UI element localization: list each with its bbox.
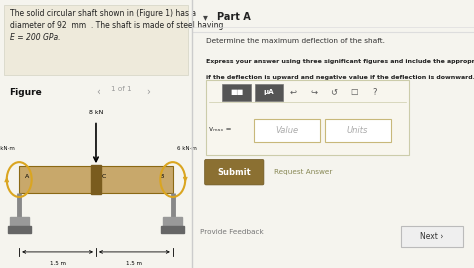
Bar	[9, 217, 29, 226]
FancyBboxPatch shape	[254, 119, 320, 142]
Text: 8 kN: 8 kN	[89, 110, 103, 115]
FancyBboxPatch shape	[325, 119, 391, 142]
Text: ‹: ‹	[96, 87, 100, 97]
Text: μA: μA	[264, 90, 274, 95]
FancyBboxPatch shape	[205, 159, 264, 185]
Text: Part A: Part A	[218, 12, 251, 22]
FancyBboxPatch shape	[222, 84, 251, 101]
Text: ›: ›	[146, 87, 150, 97]
Text: ☐: ☐	[351, 88, 358, 97]
Text: Determine the maximum deflection of the shaft.: Determine the maximum deflection of the …	[206, 38, 385, 43]
Bar	[161, 226, 184, 233]
FancyBboxPatch shape	[255, 84, 283, 101]
Text: 1.5 m: 1.5 m	[50, 261, 65, 266]
FancyBboxPatch shape	[19, 166, 173, 193]
Bar	[163, 217, 182, 226]
Text: C: C	[102, 174, 106, 179]
Text: A: A	[25, 174, 29, 179]
Text: Value: Value	[275, 126, 299, 135]
Text: 1.5 m: 1.5 m	[127, 261, 142, 266]
Text: ↺: ↺	[330, 88, 337, 97]
Text: if the deflection is upward and negative value if the deflection is downward.: if the deflection is upward and negative…	[206, 75, 474, 80]
Text: Express your answer using three significant figures and include the appropriate : Express your answer using three signific…	[206, 59, 474, 64]
Text: vₘₐₓ =: vₘₐₓ =	[209, 126, 231, 132]
Text: Figure: Figure	[9, 88, 42, 98]
Bar	[8, 226, 31, 233]
Text: The solid circular shaft shown in (Figure 1) has a: The solid circular shaft shown in (Figur…	[9, 9, 196, 18]
Text: Next ›: Next ›	[420, 232, 443, 241]
Text: 1 of 1: 1 of 1	[111, 86, 132, 92]
Text: Units: Units	[347, 126, 368, 135]
Text: Request Answer: Request Answer	[274, 169, 332, 175]
FancyBboxPatch shape	[401, 226, 463, 247]
Text: ▾: ▾	[203, 12, 208, 22]
Text: 6 kN·m: 6 kN·m	[177, 146, 197, 151]
Text: ↩: ↩	[290, 88, 297, 97]
Text: ?: ?	[373, 88, 377, 97]
FancyBboxPatch shape	[206, 80, 409, 155]
Text: Submit: Submit	[218, 168, 251, 177]
Text: E = 200 GPa.: E = 200 GPa.	[9, 34, 60, 43]
Text: ↪: ↪	[310, 88, 317, 97]
FancyBboxPatch shape	[4, 5, 188, 75]
Text: Provide Feedback: Provide Feedback	[201, 229, 264, 235]
Text: 6 kN·m: 6 kN·m	[0, 146, 15, 151]
Text: B: B	[159, 174, 164, 179]
Text: ■■: ■■	[230, 90, 243, 95]
Text: diameter of 92  mm  . The shaft is made of steel having: diameter of 92 mm . The shaft is made of…	[9, 21, 223, 31]
Bar	[91, 165, 101, 194]
